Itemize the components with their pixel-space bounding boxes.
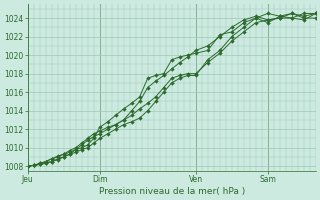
X-axis label: Pression niveau de la mer( hPa ): Pression niveau de la mer( hPa ) <box>99 187 245 196</box>
